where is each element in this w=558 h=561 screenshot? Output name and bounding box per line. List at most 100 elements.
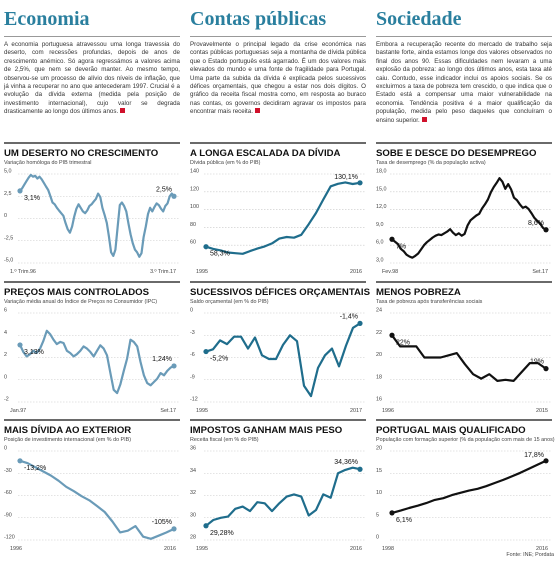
end-value-label: 34,36% (334, 459, 358, 466)
end-value-label: 19% (530, 359, 544, 366)
y-tick-label: 10 (376, 490, 382, 496)
section-intro: A economia portuguesa atravessou uma lon… (4, 41, 180, 117)
x-tick-label: 1995 (196, 269, 208, 275)
y-tick-label: 20 (376, 446, 382, 452)
source-note: Fonte: INE; Pordata (506, 552, 554, 558)
chart-title: IMPOSTOS GANHAM MAIS PESO (190, 425, 343, 436)
y-tick-label: 15,0 (376, 186, 387, 192)
section-intro-text: A economia portuguesa atravessou uma lon… (4, 41, 180, 116)
y-tick-label: 32 (190, 490, 196, 496)
start-value-label: -13,2% (24, 465, 46, 472)
x-tick-label: Jan.97 (10, 408, 26, 414)
y-tick-label: 60 (190, 240, 196, 246)
chart-external-debt: MAIS DÍVIDA AO EXTERIOR Posição de invest… (4, 419, 180, 554)
y-tick-label: 5 (376, 512, 379, 518)
y-tick-label: 140 (190, 169, 199, 175)
chart-unemployment: SOBE E DESCE DO DESEMPREGO Taxa de desemp… (376, 142, 552, 277)
series-line (205, 181, 361, 255)
y-tick-label: 18,0 (376, 169, 387, 175)
chart-title: MENOS POBREZA (376, 287, 461, 298)
end-value-label: 17,8% (524, 452, 544, 459)
y-tick-label: -60 (4, 490, 12, 496)
y-tick-label: 6,0 (376, 240, 384, 246)
chart-tax-revenue: IMPOSTOS GANHAM MAIS PESO Receita fiscal … (190, 419, 366, 554)
y-tick-label: 0 (4, 446, 7, 452)
chart-title: UM DESERTO NO CRESCIMENTO (4, 148, 159, 159)
chart-title: PREÇOS MAIS CONTROLADOS (4, 287, 150, 298)
end-mark-icon (254, 108, 260, 114)
y-tick-label: 3,0 (376, 258, 384, 264)
start-value-label: 3,13% (24, 349, 44, 356)
chart-subtitle: Dívida pública (em % do PIB) (190, 160, 261, 166)
end-mark-icon (120, 108, 126, 114)
series-line (19, 459, 175, 540)
chart-subtitle: População com formação superior (% da po… (376, 437, 555, 443)
x-tick-label: 1.º Trim.96 (10, 269, 36, 275)
start-point-marker (203, 348, 209, 355)
chart-subtitle: Variação homóloga do PIB trimestral (4, 160, 91, 166)
y-tick-label: 18 (376, 374, 382, 380)
section-divider (4, 36, 180, 37)
y-tick-label: 30 (190, 512, 196, 518)
chart-title: A LONGA ESCALADA DA DÍVIDA (190, 147, 341, 159)
chart-budget-balance: SUCESSIVOS DÉFICES ORÇAMENTAIS Saldo orça… (190, 281, 371, 416)
x-tick-label: 2016 (164, 546, 176, 552)
end-value-label: 2,5% (156, 186, 172, 193)
y-tick-label: 2,5 (4, 191, 12, 197)
section-title: Economia (4, 8, 90, 30)
chart-inflation: PREÇOS MAIS CONTROLADOS Variação média an… (4, 281, 180, 416)
x-tick-label: 2016 (350, 546, 362, 552)
y-tick-label: 24 (376, 308, 382, 314)
start-point-marker (203, 523, 209, 529)
x-tick-label: 2016 (536, 546, 548, 552)
chart-gdp-growth: UM DESERTO NO CRESCIMENTO Variação homólo… (4, 142, 180, 277)
y-tick-label: 22 (376, 330, 382, 336)
section-intro-text: Embora a recuperação recente do mercado … (376, 41, 552, 124)
end-mark-icon (421, 116, 427, 122)
y-tick-label: 0 (4, 213, 7, 219)
start-point-marker (17, 342, 23, 348)
x-tick-label: 1996 (10, 546, 22, 552)
start-point-marker (17, 458, 23, 464)
end-point-marker (171, 193, 177, 199)
chart-title: PORTUGAL MAIS QUALIFICADO (376, 425, 526, 436)
start-value-label: 3,1% (24, 195, 40, 202)
x-tick-label: 1996 (382, 408, 394, 414)
series-line (391, 459, 547, 514)
x-tick-label: Set.17 (160, 408, 176, 414)
x-tick-label: 2015 (536, 408, 548, 414)
section-title: Contas públicas (190, 8, 327, 30)
y-tick-label: 0 (4, 374, 7, 380)
y-tick-label: -2 (4, 397, 9, 403)
y-tick-label: -2,5 (4, 235, 13, 241)
start-value-label: 22% (396, 339, 410, 346)
chart-poverty: MENOS POBREZA Taxa de pobreza após transf… (376, 281, 552, 416)
end-value-label: -1,4% (340, 313, 358, 320)
y-tick-label: 5,0 (4, 169, 12, 175)
y-tick-label: -30 (4, 468, 12, 474)
section-intro: Provavelmente o principal legado da cris… (190, 41, 366, 117)
y-tick-label: 0 (190, 308, 193, 314)
x-tick-label: Fev.98 (382, 269, 398, 275)
chart-title: MAIS DÍVIDA AO EXTERIOR (4, 424, 131, 436)
end-point-marker (543, 458, 549, 464)
chart-title: SOBE E DESCE DO DESEMPREGO (376, 148, 537, 159)
x-tick-label: 3.º Trim.17 (150, 269, 176, 275)
y-tick-label: -5,0 (4, 258, 13, 264)
y-tick-label: 9,0 (376, 222, 384, 228)
chart-qualification: PORTUGAL MAIS QUALIFICADO População com f… (376, 419, 555, 554)
section-intro-text: Provavelmente o principal legado da cris… (190, 41, 366, 116)
y-tick-label: 100 (190, 204, 199, 210)
y-tick-label: 6 (4, 308, 7, 314)
y-tick-label: 34 (190, 468, 196, 474)
start-point-marker (389, 510, 395, 516)
start-point-marker (203, 244, 209, 250)
chart-subtitle: Posição de investimento internacional (e… (4, 437, 131, 443)
end-point-marker (357, 466, 363, 472)
y-tick-label: -6 (190, 352, 195, 358)
